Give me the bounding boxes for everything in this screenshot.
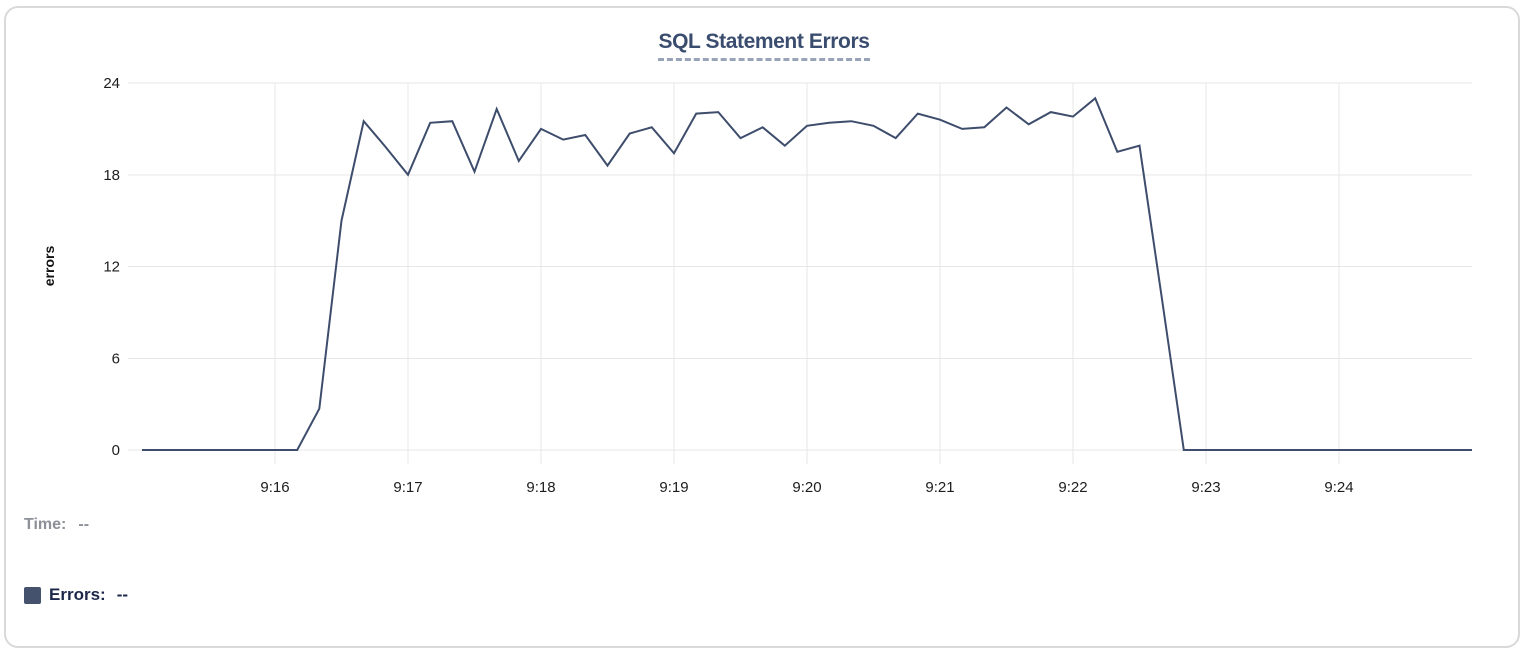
y-tick-label: 24	[103, 75, 120, 92]
x-tick-label: 9:21	[925, 479, 954, 496]
x-tick-label: 9:19	[659, 479, 688, 496]
time-value: --	[78, 516, 90, 533]
x-tick-label: 9:16	[260, 479, 289, 496]
legend-errors-row[interactable]: Errors: --	[24, 585, 128, 605]
legend-time-row: Time: --	[24, 516, 89, 534]
y-tick-label: 18	[103, 167, 120, 184]
chart-card	[4, 6, 1520, 648]
x-tick-label: 9:18	[526, 479, 555, 496]
errors-value: --	[116, 585, 129, 604]
x-tick-label: 9:22	[1058, 479, 1087, 496]
errors-label: Errors:	[49, 585, 106, 604]
errors-series-line	[142, 96, 1472, 451]
x-axis-labels: 9:16 9:17 9:18 9:19 9:20 9:21 9:22 9:23 9:24	[260, 479, 1353, 496]
x-tick-label: 9:24	[1324, 479, 1353, 496]
x-tick-label: 9:17	[393, 479, 422, 496]
y-tick-label: 6	[112, 350, 120, 367]
errors-series-swatch-icon	[24, 586, 41, 604]
y-tick-label: 12	[103, 259, 120, 276]
x-tick-label: 9:23	[1191, 479, 1220, 496]
y-tick-label: 0	[112, 442, 120, 459]
y-axis-title: errors	[41, 245, 57, 287]
chart-title-link[interactable]: SQL Statement Errors	[658, 30, 870, 61]
y-axis-labels: 0 6 12 18 24	[103, 75, 120, 459]
x-tick-label: 9:20	[792, 479, 821, 496]
time-label: Time:	[24, 516, 67, 533]
grid-lines	[128, 82, 1472, 464]
chart-header: SQL Statement Errors	[0, 30, 1528, 61]
